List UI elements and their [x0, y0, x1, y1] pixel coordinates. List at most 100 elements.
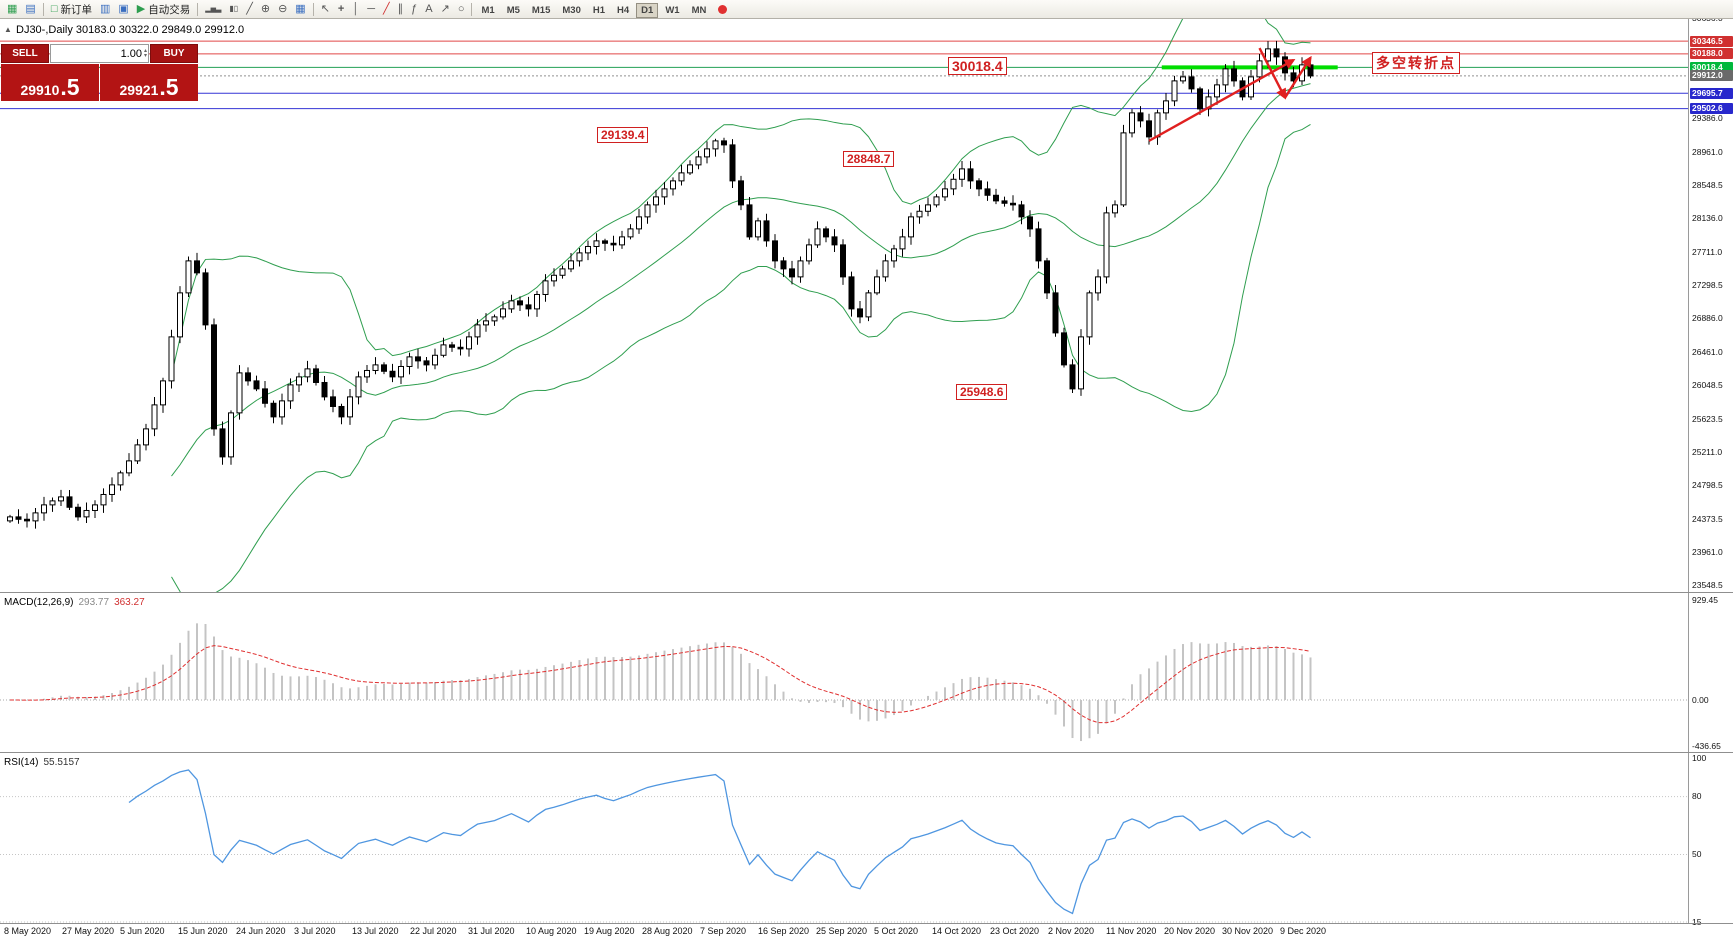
line-chart-icon: ╱ [246, 2, 253, 15]
buy-button[interactable]: BUY [150, 44, 198, 63]
price-annotation-25948[interactable]: 25948.6 [956, 384, 1008, 400]
buy-price-button[interactable]: 29921 .5 [100, 64, 198, 101]
turning-point-annotation[interactable]: 多空转折点 [1372, 52, 1460, 74]
price-annotation-30018[interactable]: 30018.4 [948, 57, 1007, 75]
candle-chart-mode-button[interactable]: ▮▯ [225, 1, 242, 17]
axis-tick-label: 100 [1692, 752, 1707, 763]
navigator-button[interactable]: ▣ [114, 1, 132, 17]
timeframe-h4[interactable]: H4 [612, 3, 634, 18]
timeframe-m5[interactable]: M5 [502, 3, 525, 18]
trendline-tool-button[interactable]: ╱ [379, 1, 394, 17]
new-order-button[interactable]: □ 新订单 [47, 1, 96, 17]
volume-spinner[interactable]: ▴ ▾ [142, 47, 147, 59]
axis-tick-label: 26461.0 [1692, 346, 1723, 357]
one-click-collapse-icon[interactable]: ▲ [4, 25, 12, 34]
arrows-tool-button[interactable]: ↗ [437, 1, 454, 17]
axis-tick-label: 15 [1692, 916, 1702, 927]
auto-trading-label: 自动交易 [148, 3, 191, 16]
timeframe-m1[interactable]: M1 [476, 3, 499, 18]
crosshair-tool-button[interactable]: + [334, 1, 348, 17]
panel-divider-macd[interactable] [0, 592, 1733, 593]
volume-input[interactable]: 1.00 ▴ ▾ [50, 44, 149, 63]
new-order-label: 新订单 [60, 3, 92, 16]
axis-tick-label: 24373.5 [1692, 513, 1723, 524]
price-chart[interactable] [0, 0, 1688, 923]
market-watch-button[interactable]: ▥ [96, 1, 114, 17]
crosshair-icon: + [337, 2, 345, 15]
date-label: 28 Aug 2020 [642, 926, 693, 936]
spinner-down-icon[interactable]: ▾ [143, 52, 147, 59]
price-tag: 29502.6 [1690, 103, 1733, 115]
fibonacci-tool-button[interactable]: ƒ [407, 1, 421, 17]
toolbar-separator [312, 2, 314, 16]
date-label: 27 May 2020 [62, 926, 115, 936]
date-label: 30 Nov 2020 [1222, 926, 1274, 936]
timeframe-toolbar: M1 M5 M15 M30 H1 H4 D1 W1 MN [475, 0, 712, 18]
channel-tool-button[interactable]: ∥ [394, 1, 408, 17]
date-label: 7 Sep 2020 [700, 926, 747, 936]
timeframe-m30[interactable]: M30 [557, 3, 585, 18]
channel-icon: ∥ [397, 2, 404, 15]
navigator-icon: ▣ [118, 2, 129, 15]
axis-tick-label: 26886.0 [1692, 312, 1723, 323]
buy-price: 29921 [119, 81, 159, 98]
horizontal-line-icon: ─ [367, 2, 376, 15]
axis-tick-label: 27711.0 [1692, 246, 1723, 257]
spinner-up-icon[interactable]: ▴ [143, 47, 147, 54]
bar-chart-mode-button[interactable]: ▂▅▃ [201, 1, 225, 17]
timeframe-h1[interactable]: H1 [588, 3, 610, 18]
zoom-in-icon: ⊕ [260, 2, 271, 15]
axis-tick-label: 25623.5 [1692, 413, 1723, 424]
price-tag: 29912.0 [1690, 70, 1733, 82]
axis-tick-label: 23961.0 [1692, 546, 1723, 557]
price-tag: 30018.4 [1690, 61, 1733, 73]
timeframe-mn[interactable]: MN [687, 3, 712, 18]
price-axis: 30636.029386.028961.028548.528136.027711… [1688, 0, 1733, 927]
zoom-in-button[interactable]: ⊕ [257, 1, 274, 17]
date-label: 25 Sep 2020 [816, 926, 868, 936]
market-watch-icon: ▥ [99, 2, 111, 15]
horizontal-levels [0, 40, 1688, 110]
new-chart-button[interactable]: ▦ [3, 1, 21, 17]
candlestick-icon: ▮▯ [229, 4, 239, 13]
vertical-line-tool-button[interactable]: │ [348, 1, 363, 17]
tile-windows-icon: ▦ [295, 2, 306, 15]
timeframe-w1[interactable]: W1 [660, 3, 684, 18]
horizontal-line-tool-button[interactable]: ─ [363, 1, 379, 17]
axis-tick-label: 28136.0 [1692, 212, 1723, 223]
panel-divider-rsi[interactable] [0, 752, 1733, 753]
date-label: 19 Aug 2020 [584, 926, 635, 936]
date-label: 15 Jun 2020 [178, 926, 228, 936]
rsi-value: 55.5157 [43, 757, 80, 768]
timeframe-m15[interactable]: M15 [527, 3, 555, 18]
vertical-line-icon: │ [352, 2, 360, 15]
zoom-out-button[interactable]: ⊖ [274, 1, 291, 17]
price-annotation-29139[interactable]: 29139.4 [597, 127, 649, 143]
sell-price-button[interactable]: 29910 .5 [1, 64, 99, 101]
profiles-button[interactable]: ▤ [21, 1, 39, 17]
auto-trading-button[interactable]: ▶ 自动交易 [133, 1, 194, 17]
volume-value: 1.00 [120, 47, 142, 60]
timeframe-d1[interactable]: D1 [636, 3, 659, 18]
cursor-tool-button[interactable]: ↖ [317, 1, 334, 17]
text-tool-button[interactable]: A [421, 1, 436, 17]
price-annotation-28848[interactable]: 28848.7 [843, 151, 895, 167]
new-order-icon: □ [50, 2, 58, 15]
shapes-tool-button[interactable]: ○ [454, 1, 469, 17]
date-label: 10 Aug 2020 [526, 926, 577, 936]
price-tag: 30346.5 [1690, 35, 1733, 47]
macd-signal-value: 363.27 [114, 597, 145, 608]
price-tag: 29695.7 [1690, 87, 1733, 99]
arrows-icon: ↗ [440, 2, 450, 15]
axis-tick-label: 28548.5 [1692, 179, 1723, 190]
sell-price-fraction: .5 [60, 74, 80, 101]
date-label: 20 Nov 2020 [1164, 926, 1216, 936]
time-axis: 8 May 2020 27 May 2020 5 Jun 2020 15 Jun 20… [0, 925, 1688, 940]
trendline-icon: ╱ [383, 2, 390, 15]
sell-button[interactable]: SELL [1, 44, 49, 63]
line-chart-mode-button[interactable]: ╱ [242, 1, 257, 17]
date-label: 3 Jul 2020 [294, 926, 336, 936]
tile-windows-button[interactable]: ▦ [291, 1, 309, 17]
